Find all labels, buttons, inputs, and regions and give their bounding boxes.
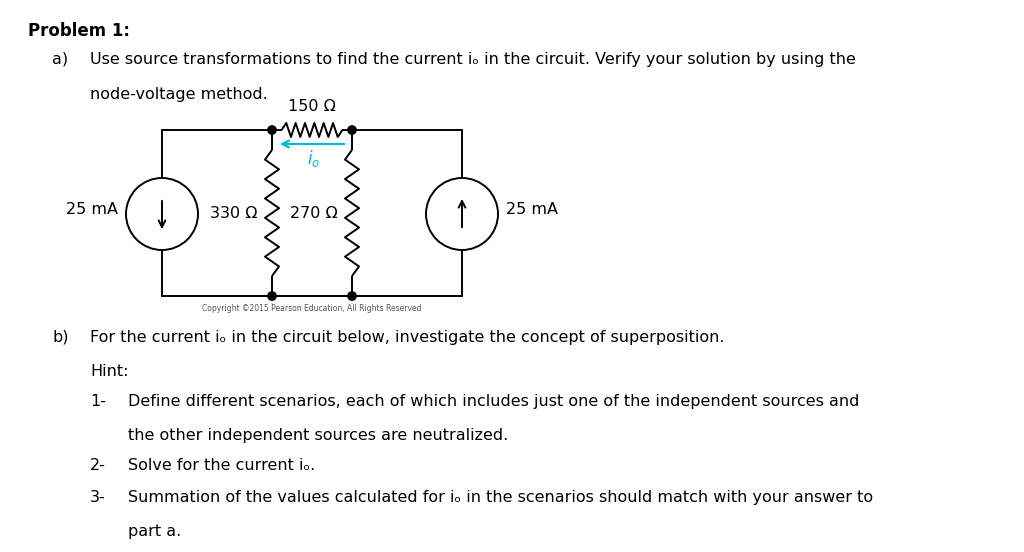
Text: 150 Ω: 150 Ω [288,99,336,114]
Text: the other independent sources are neutralized.: the other independent sources are neutra… [128,428,508,443]
Text: Use source transformations to find the current iₒ in the circuit. Verify your so: Use source transformations to find the c… [90,52,856,67]
Text: a): a) [52,52,69,67]
Text: Problem 1:: Problem 1: [28,22,130,40]
Text: 330 Ω: 330 Ω [211,205,258,220]
Circle shape [348,126,356,134]
Text: node-voltage method.: node-voltage method. [90,87,267,102]
Text: 2-: 2- [90,458,105,473]
Text: For the current iₒ in the circuit below, investigate the concept of superpositio: For the current iₒ in the circuit below,… [90,330,725,345]
Text: Hint:: Hint: [90,364,128,379]
Text: 1-: 1- [90,394,106,409]
Text: Summation of the values calculated for iₒ in the scenarios should match with you: Summation of the values calculated for i… [128,490,873,505]
Text: $i_o$: $i_o$ [307,148,321,169]
Text: 270 Ω: 270 Ω [290,205,338,220]
Circle shape [268,292,276,300]
Text: 3-: 3- [90,490,105,505]
Text: Solve for the current iₒ.: Solve for the current iₒ. [128,458,315,473]
Text: Copyright ©2015 Pearson Education, All Rights Reserved: Copyright ©2015 Pearson Education, All R… [203,304,422,313]
Text: part a.: part a. [128,524,181,539]
Text: 25 mA: 25 mA [506,203,558,217]
Circle shape [348,292,356,300]
Text: Define different scenarios, each of which includes just one of the independent s: Define different scenarios, each of whic… [128,394,859,409]
Circle shape [268,126,276,134]
Text: 25 mA: 25 mA [66,203,118,217]
Text: b): b) [52,330,69,345]
